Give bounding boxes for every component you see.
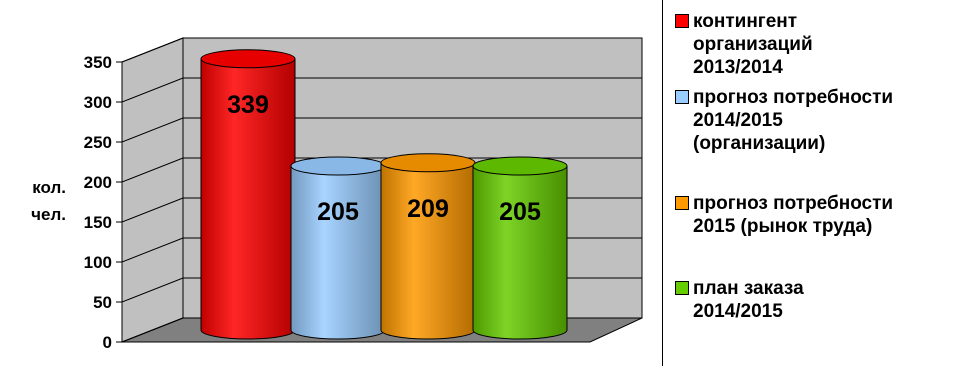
bar-top xyxy=(200,49,296,69)
bars: 339 205 209 205 xyxy=(200,49,568,340)
y-axis-label: кол. чел. xyxy=(31,178,66,224)
legend-swatch xyxy=(675,281,689,295)
bar: 209 xyxy=(380,153,476,340)
y-tick-label: 150 xyxy=(84,213,112,232)
y-tick-label: 100 xyxy=(84,253,112,272)
legend: контингент организаций 2013/2014 прогноз … xyxy=(662,0,980,366)
bar: 205 xyxy=(290,156,386,340)
legend-label: прогноз потребности 2015 (рынок труда) xyxy=(693,193,894,237)
bar-chart: 0 50 100 150 200 250 300 350 339 205 209 205 кол. ч… xyxy=(31,37,643,352)
y-tick-label: 50 xyxy=(93,293,112,312)
y-tick-label: 300 xyxy=(84,93,112,112)
y-axis-label-line: чел. xyxy=(31,205,66,224)
y-axis-ticks: 0 50 100 150 200 250 300 350 xyxy=(84,53,590,352)
legend-swatch xyxy=(675,14,689,28)
legend-label: план заказа 2014/2015 xyxy=(693,278,804,322)
y-tick-label: 0 xyxy=(103,333,112,352)
legend-swatch xyxy=(675,90,689,104)
legend-item: план заказа 2014/2015 xyxy=(675,277,980,323)
bar: 205 xyxy=(472,156,568,340)
bar-body xyxy=(290,165,386,340)
legend-item: контингент организаций 2013/2014 xyxy=(675,10,980,79)
bar-body xyxy=(472,165,568,340)
y-tick-label: 200 xyxy=(84,173,112,192)
data-label: 209 xyxy=(407,195,449,223)
bar-top xyxy=(472,156,568,176)
gridline xyxy=(121,37,642,63)
gridline xyxy=(121,117,642,143)
bar: 339 xyxy=(200,49,296,340)
legend-label: контингент организаций 2013/2014 xyxy=(693,11,813,78)
legend-item: прогноз потребности 2014/2015 (организац… xyxy=(675,86,980,155)
data-label: 205 xyxy=(499,198,541,226)
legend-label: прогноз потребности 2014/2015 (организац… xyxy=(693,87,894,154)
y-tick-label: 350 xyxy=(84,53,112,72)
bar-top xyxy=(380,153,476,173)
data-label: 339 xyxy=(227,91,269,119)
data-label: 205 xyxy=(317,198,359,226)
gridline xyxy=(121,77,642,103)
y-axis-label-line: кол. xyxy=(32,178,66,197)
bar-top xyxy=(290,156,386,176)
bar-body xyxy=(380,162,476,340)
gridline xyxy=(121,157,642,183)
y-tick-label: 250 xyxy=(84,133,112,152)
legend-swatch xyxy=(675,196,689,210)
chart-side-wall xyxy=(121,37,184,343)
legend-item: прогноз потребности 2015 (рынок труда) xyxy=(675,192,980,238)
